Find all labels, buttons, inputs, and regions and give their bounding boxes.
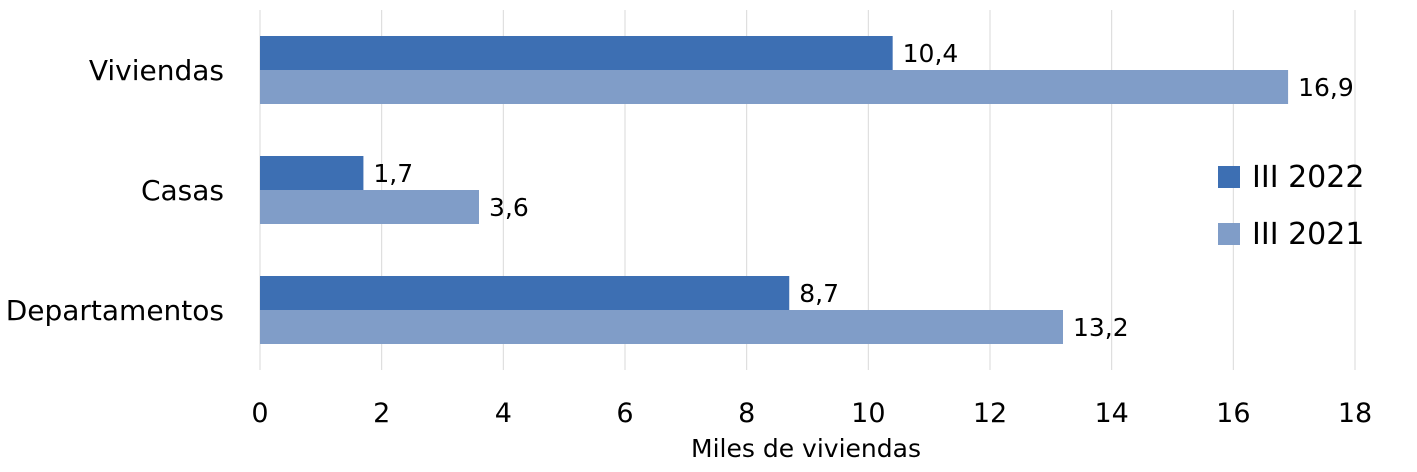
bar xyxy=(260,70,1289,104)
category-label: Viviendas xyxy=(89,54,224,87)
x-tick-label: 2 xyxy=(373,398,390,429)
data-label: 10,4 xyxy=(903,39,959,68)
legend-swatch xyxy=(1218,223,1240,245)
x-tick-labels: 0 2 4 6 8 10 12 14 16 18 xyxy=(251,398,1372,429)
data-labels: 10,4 16,9 1,7 3,6 8,7 13,2 xyxy=(373,39,1353,342)
category-label: Casas xyxy=(141,174,224,207)
data-label: 3,6 xyxy=(489,193,529,222)
category-labels: Viviendas Casas Departamentos xyxy=(6,54,224,327)
x-tick-label: 12 xyxy=(973,398,1007,429)
x-tick-label: 6 xyxy=(616,398,633,429)
x-tick-label: 18 xyxy=(1338,398,1372,429)
legend-swatch xyxy=(1218,166,1240,188)
data-label: 8,7 xyxy=(799,279,839,308)
data-label: 13,2 xyxy=(1073,313,1129,342)
bar xyxy=(260,276,790,310)
x-tick-label: 0 xyxy=(251,398,268,429)
x-tick-label: 8 xyxy=(738,398,755,429)
x-tick-label: 10 xyxy=(851,398,885,429)
x-axis-title: Miles de viviendas xyxy=(691,434,921,463)
x-tick-label: 4 xyxy=(495,398,512,429)
legend-label: III 2021 xyxy=(1252,217,1364,252)
data-label: 1,7 xyxy=(373,159,413,188)
category-label: Departamentos xyxy=(6,294,224,327)
x-tick-label: 14 xyxy=(1094,398,1128,429)
bar xyxy=(260,156,364,190)
bar xyxy=(260,36,893,70)
bar xyxy=(260,190,479,224)
data-label: 16,9 xyxy=(1298,73,1354,102)
bars xyxy=(260,36,1289,344)
legend-label: III 2022 xyxy=(1252,160,1364,195)
legend: III 2022 III 2021 xyxy=(1218,160,1364,252)
bar xyxy=(260,310,1063,344)
x-tick-label: 16 xyxy=(1216,398,1250,429)
